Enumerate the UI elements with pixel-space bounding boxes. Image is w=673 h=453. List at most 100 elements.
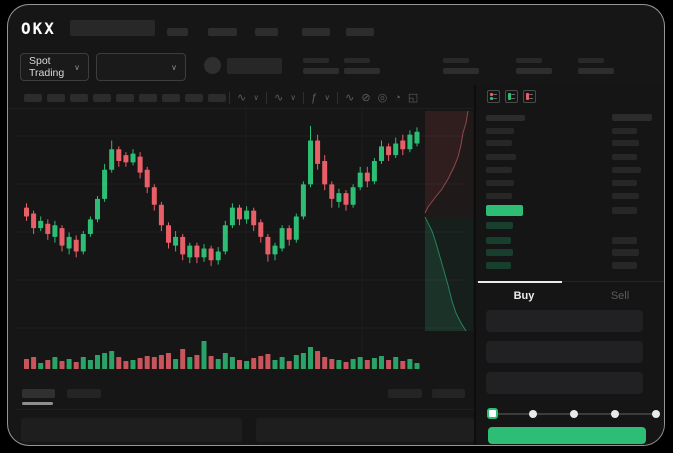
market-type-dropdown[interactable]: Spot Trading ∨	[20, 53, 89, 81]
nav-item-placeholder[interactable]	[208, 28, 237, 36]
bid-price-placeholder[interactable]	[486, 237, 511, 244]
amount-input-placeholder[interactable]	[486, 341, 643, 363]
candle-body	[73, 239, 79, 252]
nav-item-placeholder[interactable]	[167, 28, 188, 36]
candle-body	[66, 236, 72, 249]
bid-amount-placeholder[interactable]	[612, 262, 637, 269]
fullscreen-icon[interactable]: ◱	[407, 91, 419, 104]
candle-body	[237, 207, 242, 220]
volume-bar	[414, 363, 420, 369]
volume-bar	[343, 362, 349, 369]
volume-bar	[116, 357, 122, 369]
tab-sell[interactable]: Sell	[610, 290, 630, 302]
candle-body	[400, 140, 406, 150]
okx-logo[interactable]: OKX	[21, 19, 56, 38]
ask-amount-placeholder[interactable]	[612, 128, 637, 134]
orderbook-asks-icon[interactable]	[523, 90, 536, 103]
volume-bar	[237, 360, 242, 369]
toolbar-divider	[229, 92, 230, 104]
interval-chevron-icon[interactable]: ∨	[290, 93, 297, 102]
indicators-chevron-icon[interactable]: ∨	[324, 93, 331, 102]
stat-value-placeholder	[344, 68, 380, 74]
bottom-tab-placeholder[interactable]	[67, 389, 101, 398]
ask-price-placeholder[interactable]	[486, 154, 516, 160]
trendline-icon[interactable]: ∿	[345, 91, 355, 104]
ask-amount-placeholder[interactable]	[612, 180, 637, 186]
slider-stop-2[interactable]	[570, 410, 578, 418]
timeframe-button-placeholder[interactable]	[139, 94, 157, 102]
candle-body	[286, 228, 292, 240]
ask-amount-placeholder[interactable]	[612, 140, 639, 146]
buy-submit-button[interactable]	[488, 427, 646, 444]
orderbook-bids-icon[interactable]	[505, 90, 518, 103]
indicators-icon[interactable]: ƒ	[311, 91, 318, 104]
nav-item-placeholder[interactable]	[255, 28, 278, 36]
stat-label-placeholder	[443, 58, 469, 63]
timeframe-button-placeholder[interactable]	[70, 94, 88, 102]
bid-price-placeholder[interactable]	[486, 222, 513, 229]
screenshot-icon[interactable]: ◎	[377, 91, 388, 104]
coin-avatar[interactable]	[204, 57, 221, 74]
candle-style-chevron-icon[interactable]: ∨	[253, 93, 260, 102]
orderbook-both-icon[interactable]	[487, 90, 500, 103]
candle-body	[45, 223, 51, 234]
tab-buy[interactable]: Buy	[513, 290, 535, 302]
timeframe-button-placeholder[interactable]	[47, 94, 65, 102]
timeframe-button-placeholder[interactable]	[116, 94, 134, 102]
candle-body	[116, 149, 122, 161]
ask-price-placeholder[interactable]	[486, 180, 514, 186]
timeframe-button-placeholder[interactable]	[24, 94, 42, 102]
total-input-placeholder[interactable]	[486, 372, 643, 394]
ask-amount-placeholder[interactable]	[612, 193, 639, 199]
bid-amount-placeholder[interactable]	[612, 237, 637, 244]
candle-body	[350, 187, 356, 205]
bottom-tab-active-placeholder[interactable]	[22, 389, 55, 398]
stat-label-placeholder	[303, 58, 329, 63]
ask-amount-placeholder[interactable]	[612, 167, 641, 173]
bottom-action-placeholder[interactable]	[388, 389, 422, 398]
timeframe-button-placeholder[interactable]	[208, 94, 226, 102]
candlestick-chart	[16, 105, 473, 369]
last-price-block[interactable]	[486, 205, 523, 216]
ask-amount-placeholder[interactable]	[612, 154, 637, 160]
slider-stop-1[interactable]	[529, 410, 537, 418]
price-input-placeholder[interactable]	[486, 310, 643, 332]
ask-price-placeholder[interactable]	[486, 128, 514, 134]
timeframe-button-placeholder[interactable]	[162, 94, 180, 102]
app-window: OKX Spot Trading ∨ ∨ ∿ ∨ ∿ ∨ ƒ ∨ ∿ ⊘ ◎ ◔ ◱	[7, 4, 665, 446]
slider-stop-4[interactable]	[652, 410, 660, 418]
orders-table-placeholder	[21, 418, 242, 442]
amount-slider[interactable]	[487, 408, 660, 419]
candle-style-icon[interactable]: ∿	[237, 91, 247, 104]
bottom-action-placeholder[interactable]	[432, 389, 465, 398]
candle-body	[244, 210, 250, 220]
volume-bar	[244, 361, 250, 369]
bid-price-placeholder[interactable]	[486, 262, 511, 269]
volume-bar	[24, 359, 29, 369]
price-row-amount-placeholder	[612, 207, 637, 214]
stat-value-placeholder	[578, 68, 614, 74]
ask-price-placeholder[interactable]	[486, 167, 512, 173]
measure-icon[interactable]: ⊘	[361, 91, 371, 104]
volume-bar	[208, 356, 214, 369]
bid-price-placeholder[interactable]	[486, 249, 513, 256]
volume-bar	[52, 357, 58, 369]
interval-icon[interactable]: ∿	[274, 91, 284, 104]
ask-price-placeholder[interactable]	[486, 140, 512, 146]
pair-search-dropdown[interactable]: ∨	[96, 53, 186, 81]
timeframe-button-placeholder[interactable]	[93, 94, 111, 102]
slider-stop-3[interactable]	[611, 410, 619, 418]
volume-bar	[215, 359, 221, 369]
slider-stop-0[interactable]	[487, 408, 498, 419]
depth-bids-area	[425, 217, 473, 331]
history-table-placeholder	[256, 418, 474, 442]
candle-body	[393, 143, 399, 156]
bid-amount-placeholder[interactable]	[612, 249, 639, 256]
candle-body	[414, 131, 420, 144]
nav-item-placeholder[interactable]	[346, 28, 374, 36]
timeframe-button-placeholder[interactable]	[185, 94, 203, 102]
candle-body	[386, 146, 392, 156]
timer-icon[interactable]: ◔	[394, 91, 401, 104]
nav-item-placeholder[interactable]	[302, 28, 330, 36]
ask-price-placeholder[interactable]	[486, 193, 512, 199]
